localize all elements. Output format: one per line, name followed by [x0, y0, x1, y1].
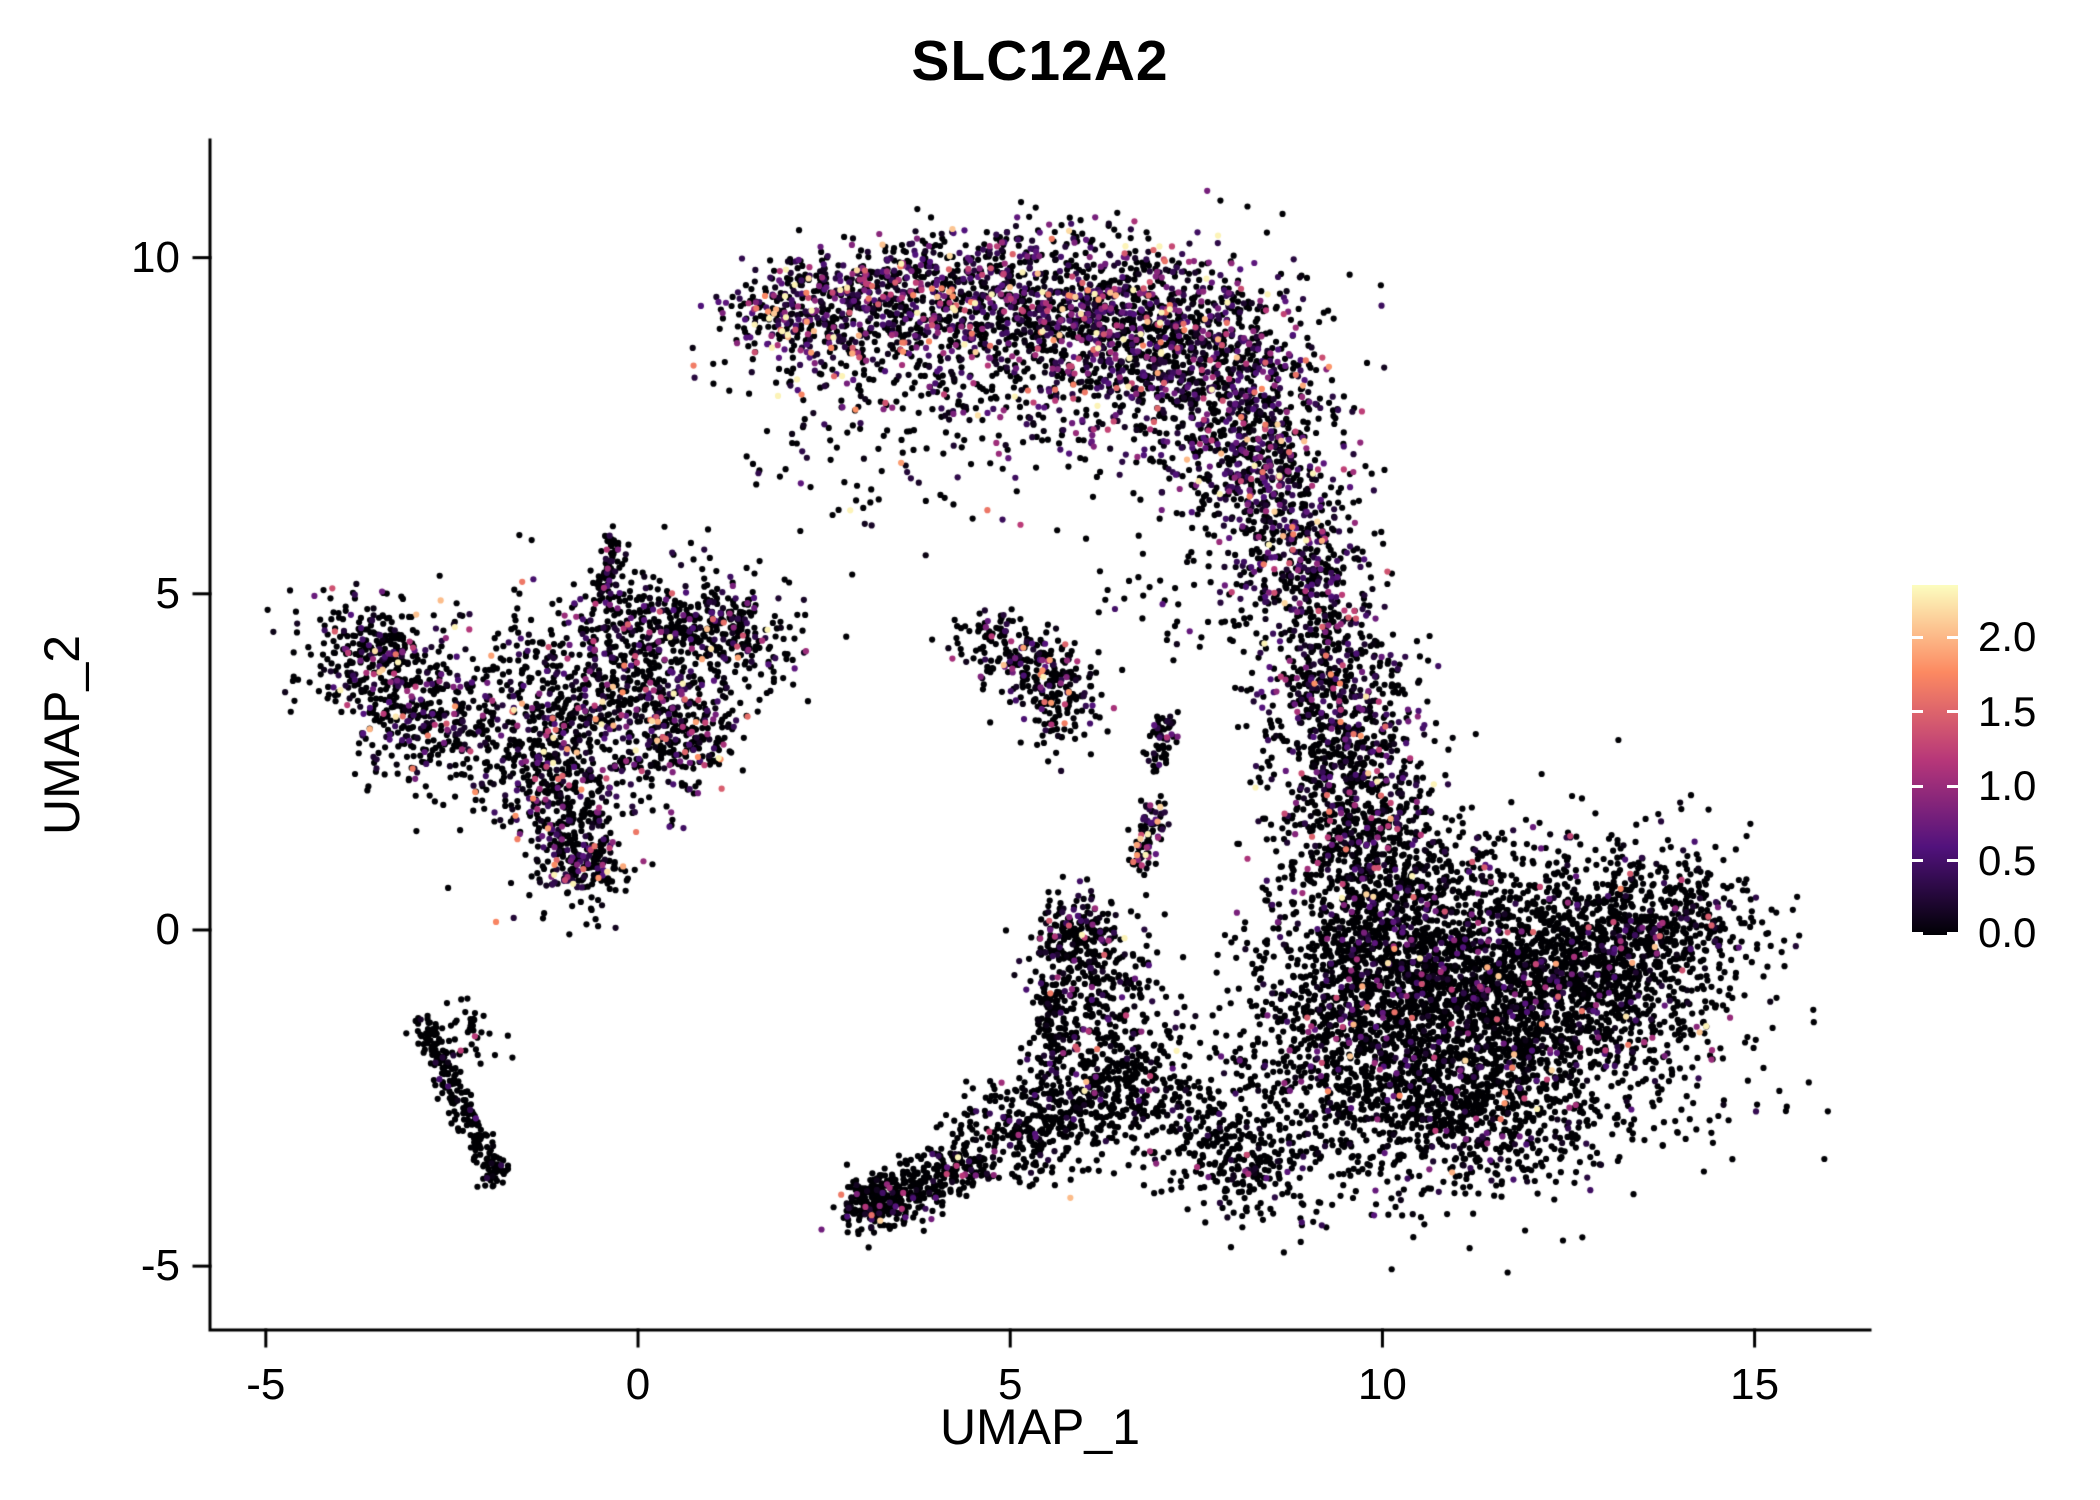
- x-tick-label: 5: [997, 1360, 1023, 1409]
- colorbar-tick-label: 2.0: [1978, 613, 2037, 661]
- colorbar-tick-mark: [1912, 859, 1923, 863]
- colorbar-tick-label: 0.0: [1978, 909, 2037, 956]
- x-tick-label: 10: [1357, 1360, 1407, 1409]
- x-axis-label: UMAP_1: [939, 1399, 1141, 1455]
- x-tick-label: -5: [246, 1360, 286, 1409]
- colorbar-tick-mark: [1912, 710, 1923, 714]
- colorbar-gradient: [1912, 585, 1958, 935]
- colorbar-tick-mark: [1947, 710, 1958, 714]
- y-tick-label: -5: [140, 1241, 180, 1291]
- colorbar-tick-label: 1.0: [1978, 762, 2037, 810]
- colorbar-tick-mark: [1912, 635, 1923, 639]
- colorbar-tick-mark: [1947, 859, 1958, 863]
- x-tick-label: 15: [1730, 1360, 1780, 1409]
- x-tick-label: 0: [625, 1360, 651, 1409]
- y-tick-label: 0: [155, 904, 180, 954]
- colorbar-tick-label: 1.5: [1978, 687, 2037, 735]
- colorbar-tick-mark: [1947, 635, 1958, 639]
- colorbar-tick-label: 0.5: [1978, 836, 2037, 884]
- plot-title: SLC12A2: [911, 29, 1169, 93]
- colorbar-tick-mark: [1947, 931, 1958, 935]
- y-tick-label: 10: [131, 232, 180, 282]
- y-axis-label: UMAP_2: [34, 634, 90, 836]
- colorbar-tick-mark: [1912, 931, 1923, 935]
- colorbar-tick-mark: [1912, 784, 1923, 788]
- y-tick-label: 5: [155, 568, 180, 618]
- colorbar-tick-mark: [1947, 784, 1958, 788]
